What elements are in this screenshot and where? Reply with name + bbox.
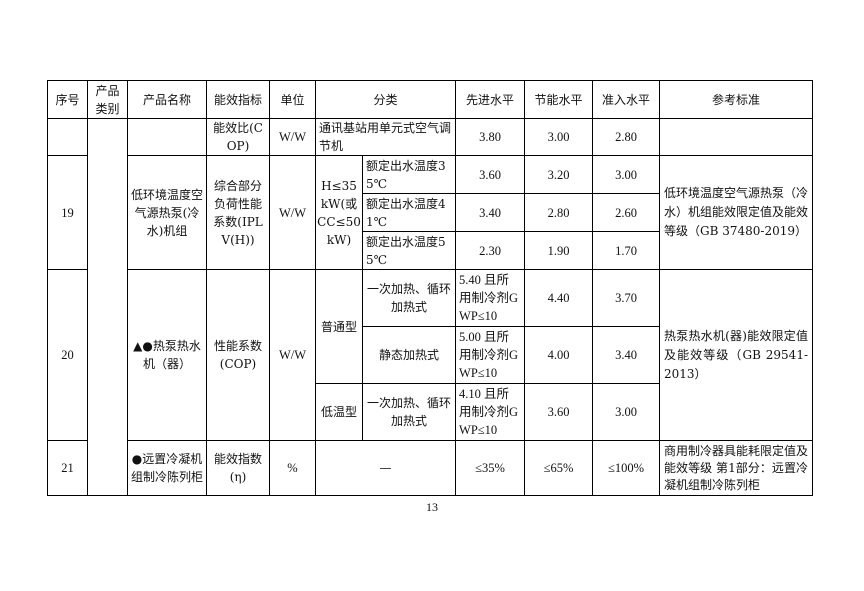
advanced-value: 2.30: [455, 231, 526, 270]
product-name: ●远置冷凝机组制冷陈列柜: [127, 440, 207, 496]
header-no: 序号: [47, 80, 88, 119]
row-no: 19: [47, 155, 88, 270]
header-metric: 能效指标: [206, 80, 270, 119]
entry-value: 3.40: [592, 326, 661, 384]
advanced-value: 5.40 且所用制冷剂GWP≤10: [455, 269, 526, 327]
row-no: 21: [47, 440, 88, 496]
row-no: 20: [47, 269, 88, 441]
saving-value: 3.00: [524, 118, 594, 156]
entry-value: 3.00: [592, 383, 661, 441]
unit: W/W: [269, 155, 316, 270]
header-entry: 准入水平: [592, 80, 661, 119]
energy-efficiency-table: 序号 产品类别 产品名称 能效指标 单位 分类 先进水平 节能水平 准入水平 参…: [47, 80, 814, 496]
row-no: [47, 118, 88, 156]
header-name: 产品名称: [127, 80, 207, 119]
advanced-value: 4.10 且所用制冷剂GWP≤10: [455, 383, 526, 441]
entry-value: 1.70: [592, 231, 661, 270]
header-classification: 分类: [314, 80, 457, 119]
saving-value: 3.60: [524, 383, 594, 441]
entry-value: 3.70: [592, 269, 661, 327]
metric: 综合部分负荷性能系数(IPLV(H)): [206, 155, 270, 270]
header-advanced: 先进水平: [455, 80, 526, 119]
sub-classification: 静态加热式: [361, 326, 457, 384]
saving-value: 1.90: [524, 231, 594, 270]
unit: %: [269, 440, 316, 496]
table-row: 19 低环境温度空气源热泵(冷水)机组 综合部分负荷性能系数(IPLV(H)) …: [47, 155, 814, 270]
product-name: [127, 118, 207, 156]
table-row: 能效比(COP) W/W 通讯基站用单元式空气调节机 3.80 3.00 2.8…: [47, 118, 814, 496]
entry-value: 2.80: [592, 118, 661, 156]
header-reference: 参考标准: [659, 80, 814, 119]
sub-classification: 额定出水温度55℃: [361, 231, 457, 270]
sub-classification: 额定出水温度35℃: [361, 155, 457, 194]
saving-value: 4.40: [524, 269, 594, 327]
saving-value: 3.20: [524, 155, 594, 194]
advanced-value: ≤35%: [455, 440, 526, 496]
page-number: 13: [426, 500, 438, 514]
metric: 性能系数(COP): [206, 269, 270, 441]
saving-value: 4.00: [524, 326, 594, 384]
header-row: 序号 产品类别 产品名称 能效指标 单位 分类 先进水平 节能水平 准入水平 参…: [47, 80, 814, 119]
reference: 热泵热水机(器)能效限定值及能效等级（GB 29541-2013）: [659, 269, 814, 441]
sub-classification: 一次加热、循环加热式: [361, 269, 457, 327]
unit: W/W: [269, 269, 316, 441]
metric: 能效指数(η): [206, 440, 270, 496]
advanced-value: 5.00 且所用制冷剂GWP≤10: [455, 326, 526, 384]
classification: —: [314, 440, 457, 496]
product-name: 低环境温度空气源热泵(冷水)机组: [127, 155, 207, 270]
product-category-cell: [87, 118, 128, 496]
sub-classification: 一次加热、循环加热式: [361, 383, 457, 441]
reference: [659, 118, 814, 156]
unit: W/W: [269, 118, 316, 156]
saving-value: 2.80: [524, 193, 594, 232]
metric: 能效比(COP): [206, 118, 270, 156]
advanced-value: 3.80: [455, 118, 526, 156]
table-row: 额定出水温度41℃ 3.40 2.80 2.60: [48, 193, 813, 232]
table-row: 低温型 一次加热、循环加热式 4.10 且所用制冷剂GWP≤10 3.60 3.…: [48, 383, 813, 441]
advanced-value: 3.40: [455, 193, 526, 232]
type-low-temp: 低温型: [315, 383, 363, 441]
entry-value: 3.00: [592, 155, 661, 194]
header-saving: 节能水平: [524, 80, 594, 119]
entry-value: ≤100%: [592, 440, 661, 496]
classification: 通讯基站用单元式空气调节机: [314, 118, 457, 156]
saving-value: ≤65%: [524, 440, 594, 496]
table-row: 21 ●远置冷凝机组制冷陈列柜 能效指数(η) % — ≤35% ≤65% ≤1…: [47, 440, 814, 496]
table-row: 20 ▲●热泵热水机（器） 性能系数(COP) W/W 普通型 一次加热、循环加…: [47, 269, 814, 441]
product-name: ▲●热泵热水机（器）: [127, 269, 207, 441]
header-unit: 单位: [269, 80, 316, 119]
type-normal: 普通型: [315, 269, 363, 384]
reference: 商用制冷器具能耗限定值及能效等级 第1部分：远置冷凝机组制冷陈列柜: [659, 440, 814, 496]
header-category: 产品类别: [87, 80, 128, 119]
table-row: 额定出水温度55℃ 2.30 1.90 1.70: [48, 231, 813, 270]
reference: 低环境温度空气源热泵（冷水）机组能效限定值及能效等级（GB 37480-2019…: [659, 155, 814, 270]
capacity-condition: H≤35 kW(或CC≤50 kW): [315, 155, 363, 270]
entry-value: 2.60: [592, 193, 661, 232]
table-row: 静态加热式 5.00 且所用制冷剂GWP≤10 4.00 3.40: [48, 326, 813, 384]
sub-classification: 额定出水温度41℃: [361, 193, 457, 232]
advanced-value: 3.60: [455, 155, 526, 194]
